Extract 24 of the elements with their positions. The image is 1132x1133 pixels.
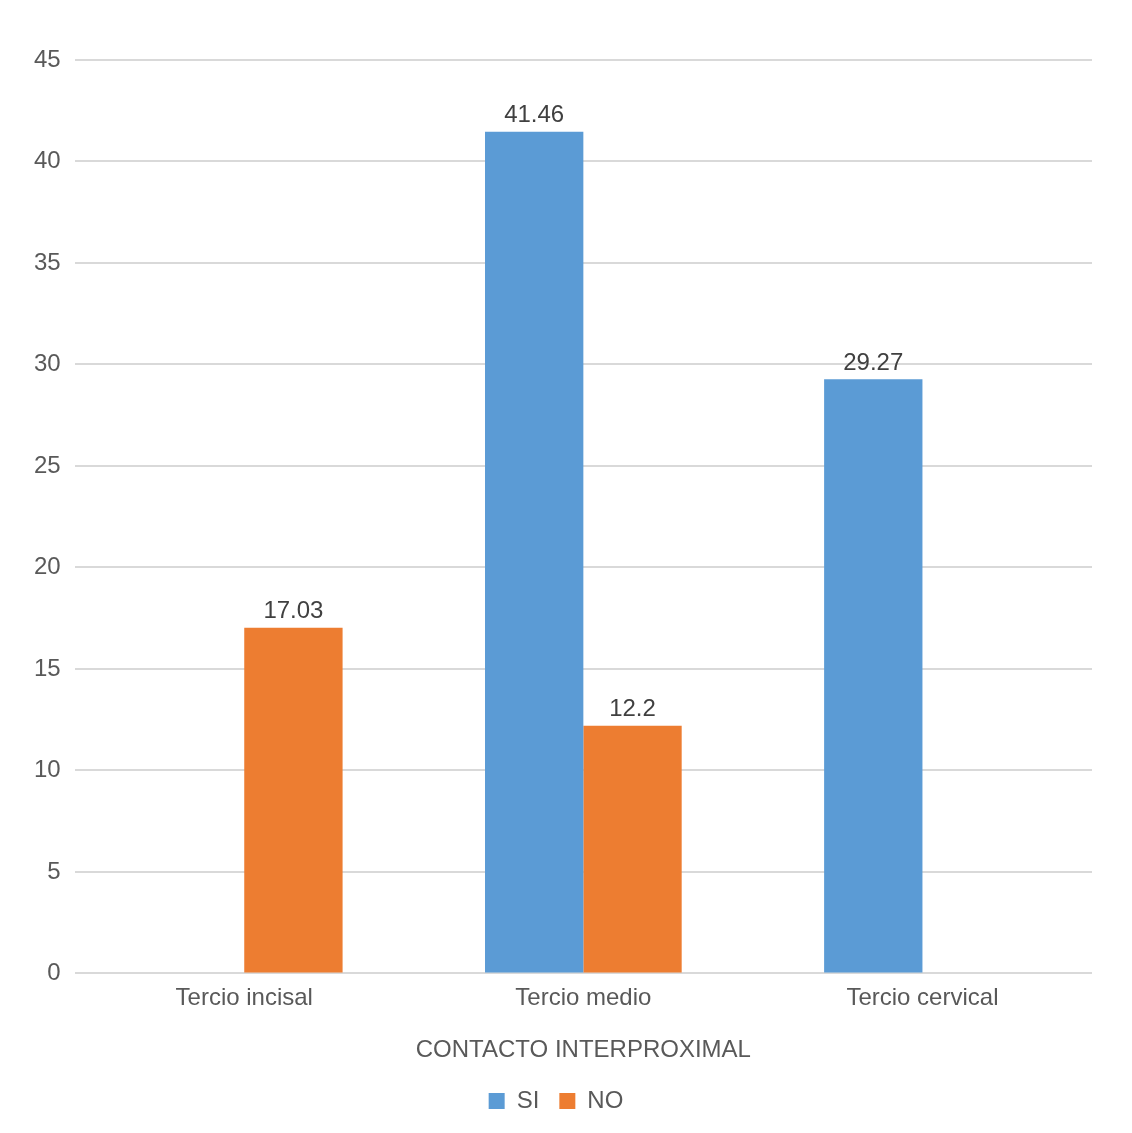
y-tick-label: 40: [33, 146, 61, 174]
x-tick-label: Tercio medio: [515, 983, 652, 1011]
data-label: 41.46: [504, 100, 565, 128]
x-axis-title: CONTACTO INTERPROXIMAL: [415, 1035, 751, 1063]
legend-label: SI: [516, 1085, 540, 1113]
bar: [583, 725, 682, 973]
y-tick-label: 25: [33, 450, 61, 478]
bar: [485, 131, 584, 973]
y-tick-label: 45: [33, 44, 61, 72]
data-label: 17.03: [263, 596, 324, 624]
data-label: 29.27: [843, 347, 904, 375]
y-tick-label: 35: [33, 247, 61, 275]
bar: [244, 627, 343, 973]
y-tick-label: 30: [33, 349, 61, 377]
x-tick-label: Tercio incisal: [175, 983, 313, 1011]
data-label: 12.2: [609, 694, 656, 722]
x-tick-label: Tercio cervical: [846, 983, 999, 1011]
y-tick-label: 15: [33, 653, 61, 681]
y-tick-label: 20: [33, 552, 61, 580]
y-tick-label: 0: [47, 958, 61, 986]
y-tick-label: 10: [33, 755, 61, 783]
bar: [824, 379, 923, 973]
legend-label: NO: [587, 1085, 624, 1113]
y-tick-label: 5: [47, 856, 61, 884]
